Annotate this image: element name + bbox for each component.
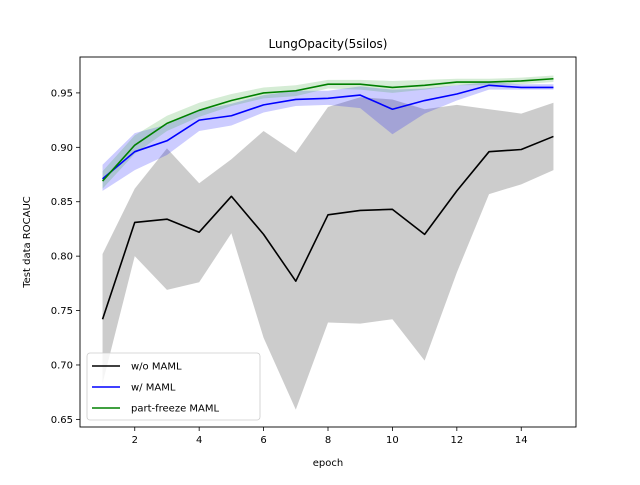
x-tick-label: 8 bbox=[325, 435, 331, 446]
y-tick-label: 0.70 bbox=[51, 360, 73, 371]
band-w-o-maml bbox=[102, 97, 554, 410]
x-tick-label: 12 bbox=[450, 435, 463, 446]
band-part-freeze-maml bbox=[102, 75, 554, 189]
y-tick-label: 0.85 bbox=[51, 197, 73, 208]
x-tick-label: 14 bbox=[515, 435, 528, 446]
x-axis-label: epoch bbox=[313, 458, 343, 469]
y-axis-ticks: 0.65 0.70 0.75 0.80 0.85 0.90 0.95 bbox=[51, 88, 80, 426]
y-tick-label: 0.65 bbox=[51, 415, 73, 426]
y-tick-label: 0.90 bbox=[51, 143, 73, 154]
y-axis-label: Test data ROCAUC bbox=[22, 196, 33, 289]
line-w-o-maml bbox=[101, 135, 554, 320]
line-part-freeze-maml bbox=[101, 77, 554, 182]
confidence-bands bbox=[102, 75, 554, 410]
line-w-maml bbox=[102, 84, 554, 180]
series-lines bbox=[101, 77, 554, 320]
x-axis-ticks: 2 4 6 8 10 12 14 bbox=[132, 427, 528, 446]
legend: w/o MAML w/ MAML part-freeze MAML bbox=[86, 352, 261, 421]
chart-title: LungOpacity(5silos) bbox=[269, 37, 388, 51]
band-w-maml bbox=[102, 82, 554, 191]
x-tick-label: 10 bbox=[386, 435, 399, 446]
legend-label-w-o-maml: w/o MAML bbox=[131, 362, 182, 373]
x-tick-label: 6 bbox=[260, 435, 266, 446]
legend-label-w-maml: w/ MAML bbox=[131, 383, 176, 394]
y-tick-label: 0.80 bbox=[51, 252, 73, 263]
x-tick-label: 4 bbox=[196, 435, 202, 446]
y-tick-label: 0.75 bbox=[51, 306, 73, 317]
legend-box bbox=[86, 352, 261, 421]
y-tick-label: 0.95 bbox=[51, 88, 73, 99]
legend-label-part-freeze-maml: part-freeze MAML bbox=[131, 404, 220, 415]
x-tick-label: 2 bbox=[132, 435, 138, 446]
